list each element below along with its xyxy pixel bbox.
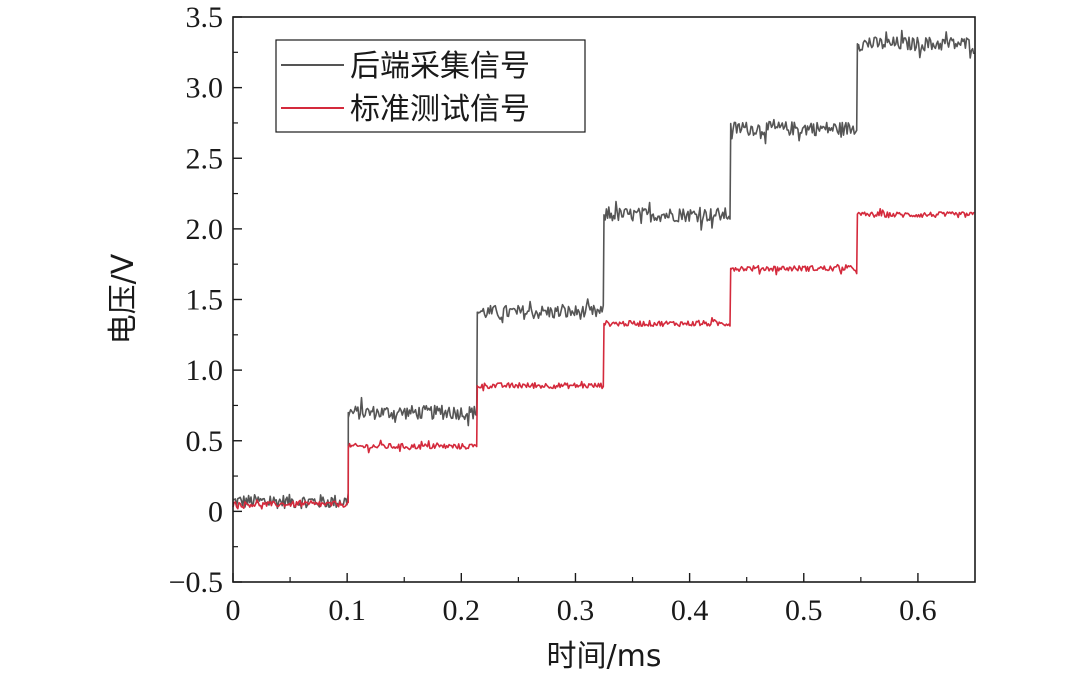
y-tick-label: 0 (208, 495, 223, 528)
x-axis: 0 0.1 0.2 0.3 0.4 0.5 0.6 (226, 573, 937, 627)
legend-label-1: 后端采集信号 (350, 49, 530, 84)
y-tick-label: −0.5 (169, 566, 223, 599)
y-tick-label: 1.5 (186, 284, 224, 317)
legend-label-2: 标准测试信号 (350, 92, 530, 127)
y-tick-label: 3.5 (186, 1, 224, 34)
y-tick-label: 2.0 (186, 213, 224, 246)
y-tick-label: 2.5 (186, 142, 224, 175)
y-tick-label: 1.0 (186, 354, 224, 387)
x-tick-label: 0.2 (443, 594, 481, 627)
x-tick-label: 0.5 (785, 594, 823, 627)
series-line-2 (232, 208, 975, 510)
y-tick-label: 3.0 (186, 72, 224, 105)
y-axis: −0.5 0 0.5 1.0 1.5 2.0 2.5 3.0 3.5 (169, 1, 242, 599)
x-tick-label: 0 (226, 594, 241, 627)
x-axis-title: 时间/ms (547, 639, 662, 674)
series-line-1 (232, 29, 975, 510)
x-tick-label: 0.4 (671, 594, 709, 627)
legend-box (275, 39, 586, 133)
y-tick-label: 0.5 (186, 425, 224, 458)
series-layer (232, 29, 975, 510)
x-tick-label: 0.3 (557, 594, 595, 627)
x-tick-label: 0.6 (899, 594, 937, 627)
y-axis-title: 电压/V (106, 253, 141, 344)
x-tick-label: 0.1 (328, 594, 366, 627)
